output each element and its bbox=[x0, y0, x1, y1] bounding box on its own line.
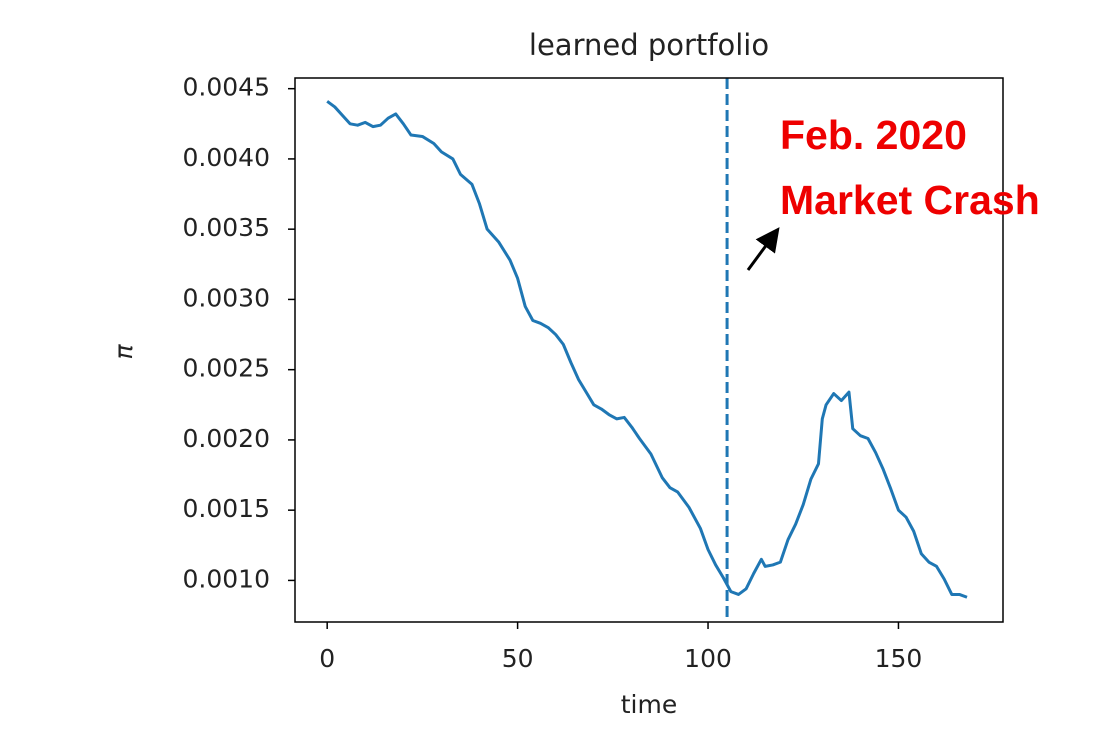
x-tick-label: 150 bbox=[875, 644, 923, 673]
x-tick-label: 0 bbox=[319, 644, 335, 673]
chart-title: learned portfolio bbox=[529, 28, 769, 62]
annotation-text: Market Crash bbox=[780, 177, 1040, 223]
plot-frame bbox=[294, 77, 1004, 623]
x-tick-label: 100 bbox=[684, 644, 732, 673]
y-tick-label: 0.0045 bbox=[183, 73, 270, 102]
y-tick-label: 0.0030 bbox=[183, 283, 270, 312]
y-axis-label: π bbox=[109, 344, 138, 360]
y-tick-label: 0.0025 bbox=[183, 354, 270, 383]
annotation-text: Feb. 2020 bbox=[780, 112, 967, 158]
y-tick-label: 0.0040 bbox=[183, 143, 270, 172]
y-tick-label: 0.0035 bbox=[183, 213, 270, 242]
x-tick-label: 50 bbox=[502, 644, 534, 673]
y-tick-label: 0.0020 bbox=[183, 424, 270, 453]
data-line bbox=[326, 100, 968, 599]
y-tick-label: 0.0015 bbox=[183, 494, 270, 523]
x-axis-label: time bbox=[621, 690, 677, 719]
y-tick-label: 0.0010 bbox=[183, 564, 270, 593]
annotation-arrow bbox=[746, 227, 780, 271]
